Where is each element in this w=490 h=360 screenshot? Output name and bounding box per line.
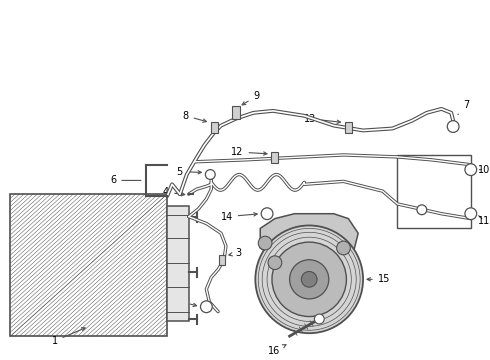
Text: 8: 8 [183, 111, 206, 122]
Circle shape [290, 260, 329, 299]
Circle shape [255, 225, 363, 333]
Text: 4: 4 [163, 187, 185, 197]
Text: 5: 5 [176, 167, 201, 177]
Text: 10: 10 [478, 165, 490, 175]
Polygon shape [10, 194, 167, 336]
Bar [397, 155, 471, 228]
Circle shape [200, 301, 212, 312]
Bar [167, 206, 189, 321]
Circle shape [261, 208, 273, 220]
Circle shape [205, 170, 215, 179]
Circle shape [268, 256, 282, 270]
Bar [232, 107, 240, 119]
Circle shape [258, 236, 272, 250]
Polygon shape [260, 214, 358, 263]
Text: 3: 3 [229, 248, 242, 258]
Text: 11: 11 [478, 216, 490, 226]
Text: 13: 13 [304, 114, 341, 124]
Bar [211, 122, 218, 133]
Circle shape [447, 121, 459, 132]
Circle shape [315, 314, 324, 324]
Text: 15: 15 [367, 274, 390, 284]
Circle shape [465, 208, 477, 220]
Circle shape [417, 205, 427, 215]
Text: 12: 12 [231, 147, 267, 157]
Text: 14: 14 [220, 212, 257, 222]
Bar [271, 153, 278, 163]
Text: 9: 9 [242, 91, 260, 105]
Bar [219, 255, 225, 265]
Bar [345, 122, 352, 133]
Text: 2: 2 [178, 297, 196, 307]
Text: 16: 16 [268, 345, 286, 356]
Text: 6: 6 [110, 175, 141, 185]
Circle shape [465, 164, 477, 176]
Circle shape [272, 242, 346, 316]
Circle shape [337, 241, 350, 255]
Circle shape [301, 271, 317, 287]
Text: 7: 7 [458, 100, 469, 114]
Text: 1: 1 [51, 328, 85, 346]
